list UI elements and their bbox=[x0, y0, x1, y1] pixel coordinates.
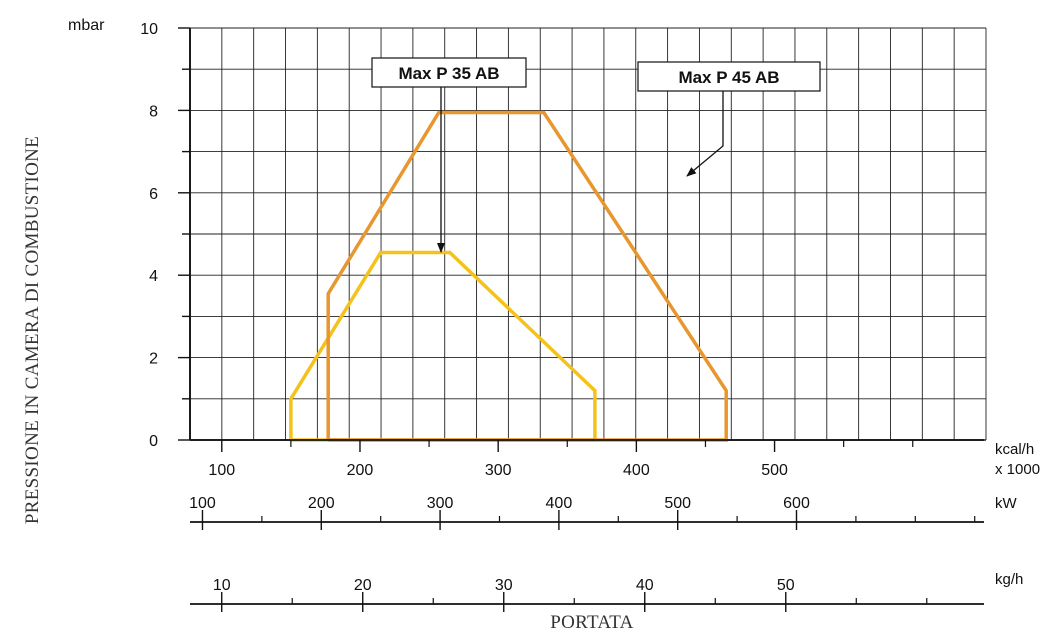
x-tick-label-kw: 600 bbox=[783, 495, 810, 512]
callout-max-p-45: Max P 45 AB bbox=[637, 61, 821, 177]
x-tick-label-kw: 500 bbox=[664, 495, 691, 512]
x-tick-label-kcal: 100 bbox=[208, 462, 235, 479]
callout-label: Max P 45 AB bbox=[678, 68, 779, 87]
x-tick-label-kgh: 40 bbox=[636, 577, 654, 594]
x-unit-label-kcal: x 1000 bbox=[995, 461, 1040, 478]
x-tick-label-kw: 100 bbox=[189, 495, 216, 512]
y-tick-label: 2 bbox=[149, 351, 158, 368]
callout-layer: Max P 35 AB Max P 45 AB bbox=[371, 57, 821, 253]
y-tick-label: 4 bbox=[149, 268, 158, 285]
x-tick-label-kw: 400 bbox=[546, 495, 573, 512]
grid bbox=[189, 27, 987, 441]
y-tick-label: 6 bbox=[149, 186, 158, 203]
x-tick-label-kgh: 10 bbox=[213, 577, 231, 594]
callout-box bbox=[371, 57, 527, 88]
y-axis-title: PRESSIONE IN CAMERA DI COMBUSTIONE bbox=[22, 136, 43, 524]
x-tick-label-kgh: 50 bbox=[777, 577, 795, 594]
y-tick-label: 10 bbox=[140, 21, 158, 38]
callout-arrow bbox=[686, 91, 724, 177]
x-axis-title: PORTATA bbox=[550, 612, 633, 633]
axes-layer: 0 2 4 6 8 10 100 200 300 400 500 kcal/h x 1000 100 200… bbox=[140, 21, 1040, 612]
y-tick-label: 0 bbox=[149, 433, 158, 450]
y-unit-label: mbar bbox=[68, 17, 105, 34]
x-unit-label-kw: kW bbox=[995, 495, 1018, 512]
x-tick-label-kgh: 30 bbox=[495, 577, 513, 594]
x-tick-label-kcal: 300 bbox=[485, 462, 512, 479]
x-unit-label-kgh: kg/h bbox=[995, 571, 1023, 588]
x-tick-label-kcal: 400 bbox=[623, 462, 650, 479]
x-tick-label-kcal: 200 bbox=[347, 462, 374, 479]
series-line-2 bbox=[326, 110, 728, 442]
x-tick-label-kw: 300 bbox=[427, 495, 454, 512]
callout-max-p-35: Max P 35 AB bbox=[371, 57, 527, 253]
x-tick-label-kgh: 20 bbox=[354, 577, 372, 594]
x-tick-label-kcal: 500 bbox=[761, 462, 788, 479]
x-unit-label-kcal: kcal/h bbox=[995, 441, 1034, 458]
callout-box bbox=[637, 61, 821, 92]
x-tick-label-kw: 200 bbox=[308, 495, 335, 512]
callout-label: Max P 35 AB bbox=[398, 64, 499, 83]
y-tick-label: 8 bbox=[149, 103, 158, 120]
